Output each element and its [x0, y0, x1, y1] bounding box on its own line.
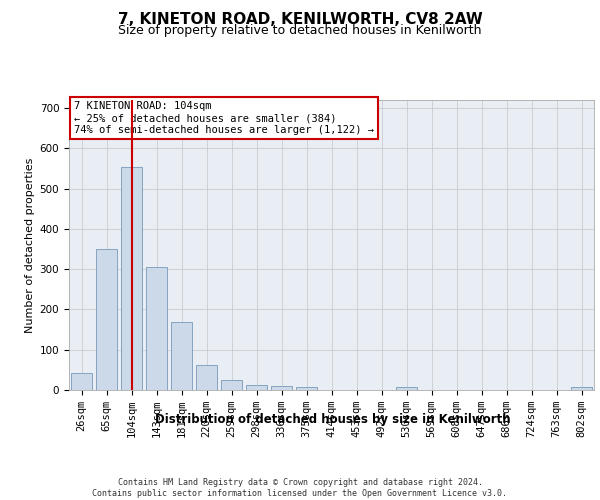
- Text: Contains HM Land Registry data © Crown copyright and database right 2024.
Contai: Contains HM Land Registry data © Crown c…: [92, 478, 508, 498]
- Bar: [271, 386, 292, 390]
- Text: Size of property relative to detached houses in Kenilworth: Size of property relative to detached ho…: [118, 24, 482, 37]
- Bar: [171, 322, 192, 390]
- Bar: [196, 365, 217, 390]
- Bar: [246, 385, 267, 390]
- Text: 7, KINETON ROAD, KENILWORTH, CV8 2AW: 7, KINETON ROAD, KENILWORTH, CV8 2AW: [118, 12, 482, 28]
- Bar: [296, 387, 317, 390]
- Bar: [396, 387, 417, 390]
- Text: Distribution of detached houses by size in Kenilworth: Distribution of detached houses by size …: [155, 412, 511, 426]
- Bar: [221, 380, 242, 390]
- Bar: [96, 249, 117, 390]
- Bar: [71, 373, 92, 390]
- Bar: [146, 267, 167, 390]
- Y-axis label: Number of detached properties: Number of detached properties: [25, 158, 35, 332]
- Text: 7 KINETON ROAD: 104sqm
← 25% of detached houses are smaller (384)
74% of semi-de: 7 KINETON ROAD: 104sqm ← 25% of detached…: [74, 102, 374, 134]
- Bar: [571, 387, 592, 390]
- Bar: [121, 168, 142, 390]
